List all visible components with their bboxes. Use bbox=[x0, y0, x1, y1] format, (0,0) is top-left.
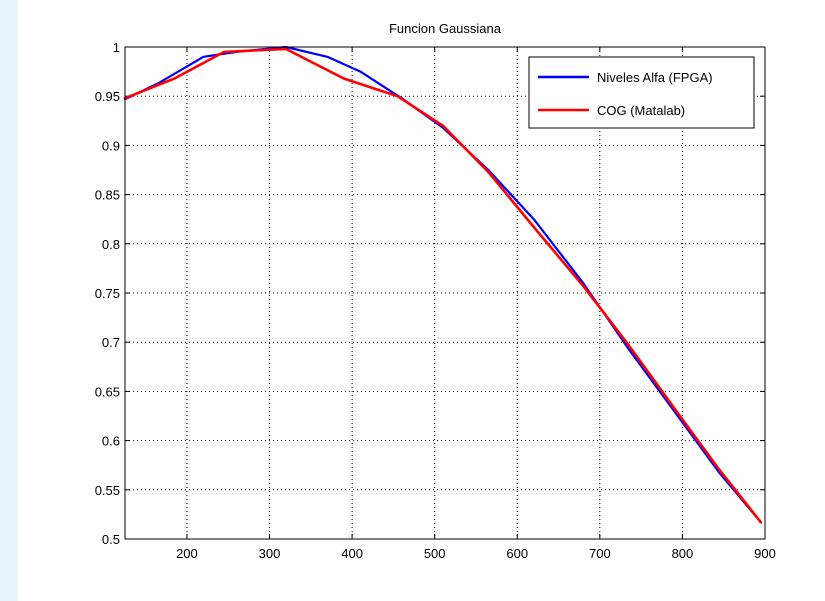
x-tick-label: 800 bbox=[672, 546, 694, 561]
tick-layer: 200 300 400 500 600 700 800 900 0.5 0.55 0.6 0.65 0.… bbox=[95, 40, 776, 561]
x-tick-label: 900 bbox=[754, 546, 776, 561]
y-tick-label: 0.9 bbox=[102, 138, 120, 153]
legend-box bbox=[528, 56, 755, 129]
y-tick-label: 0.6 bbox=[102, 434, 120, 449]
legend: Niveles Alfa (FPGA) COG (Matalab) bbox=[528, 56, 755, 129]
grid-layer bbox=[125, 47, 765, 539]
y-tick-label: 0.65 bbox=[95, 384, 120, 399]
y-tick-label: 0.8 bbox=[102, 237, 120, 252]
y-tick-label: 0.75 bbox=[95, 286, 120, 301]
x-tick-label: 600 bbox=[506, 546, 528, 561]
y-tick-label: 0.95 bbox=[95, 89, 120, 104]
y-tick-label: 0.5 bbox=[102, 532, 120, 547]
series-line-cog bbox=[123, 47, 763, 524]
chart-title: Funcion Gaussiana bbox=[389, 21, 502, 36]
x-tick-label: 400 bbox=[341, 546, 363, 561]
x-tick-label: 300 bbox=[259, 546, 281, 561]
legend-label-cog: COG (Matalab) bbox=[597, 103, 685, 118]
x-tick-label: 200 bbox=[176, 546, 198, 561]
y-tick-label: 0.55 bbox=[95, 483, 120, 498]
y-tick-label: 0.85 bbox=[95, 188, 120, 203]
y-tick-label: 1 bbox=[113, 40, 120, 55]
plot-frame bbox=[124, 46, 766, 540]
legend-label-fpga: Niveles Alfa (FPGA) bbox=[597, 70, 713, 85]
series-layer bbox=[123, 45, 763, 524]
y-tick-label: 0.7 bbox=[102, 335, 120, 350]
x-tick-label: 500 bbox=[424, 546, 446, 561]
x-tick-label: 700 bbox=[589, 546, 611, 561]
